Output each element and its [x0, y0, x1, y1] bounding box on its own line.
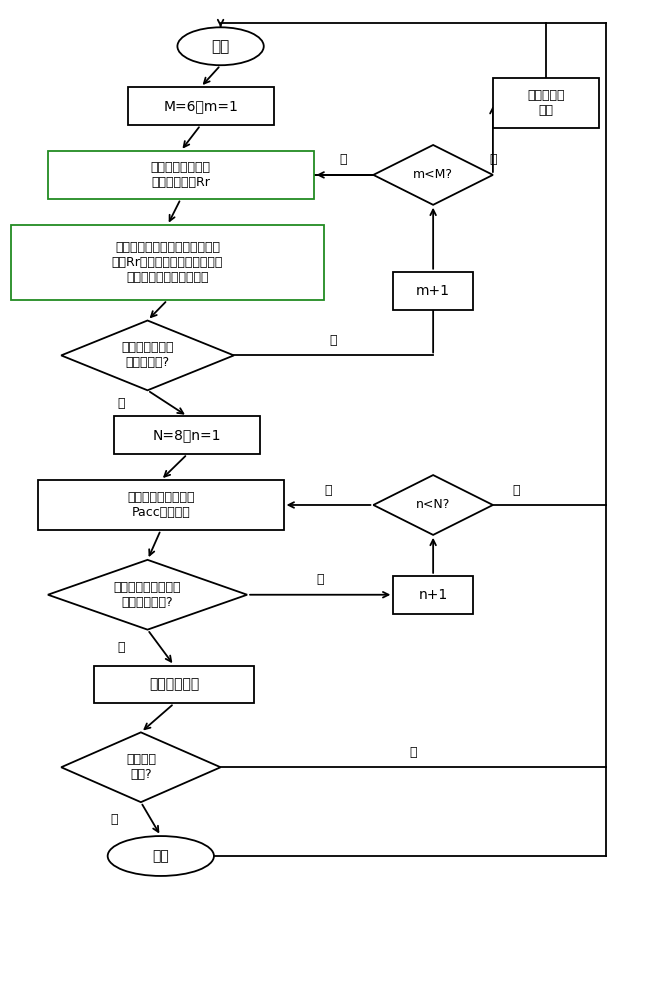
Text: n<N?: n<N? [416, 498, 450, 511]
FancyBboxPatch shape [11, 225, 323, 300]
Text: 可用中继以接入概率
Pacc随机接入: 可用中继以接入概率 Pacc随机接入 [127, 491, 195, 519]
Text: m+1: m+1 [416, 284, 450, 298]
FancyBboxPatch shape [394, 272, 473, 310]
FancyBboxPatch shape [394, 576, 473, 614]
Ellipse shape [107, 836, 214, 876]
Text: 否: 否 [512, 484, 520, 497]
FancyBboxPatch shape [94, 666, 253, 703]
Polygon shape [61, 732, 221, 802]
Text: N=8，n=1: N=8，n=1 [153, 428, 221, 442]
Text: 源节点计算和广播
用户需求速率Rr: 源节点计算和广播 用户需求速率Rr [151, 161, 211, 189]
Text: n+1: n+1 [418, 588, 448, 602]
FancyBboxPatch shape [38, 480, 283, 530]
FancyBboxPatch shape [48, 151, 313, 199]
Text: 传输是否
中断?: 传输是否 中断? [126, 753, 156, 781]
Text: 否: 否 [489, 153, 497, 166]
FancyBboxPatch shape [127, 87, 273, 125]
FancyBboxPatch shape [493, 78, 599, 128]
Text: 是: 是 [117, 641, 125, 654]
Text: 否: 否 [316, 573, 324, 586]
Text: 开始: 开始 [211, 39, 229, 54]
Text: 否: 否 [329, 334, 338, 347]
Polygon shape [374, 475, 493, 535]
FancyBboxPatch shape [114, 416, 260, 454]
Text: 是: 是 [340, 153, 348, 166]
Text: 等待下一帧
到来: 等待下一帧 到来 [528, 89, 565, 117]
Text: 是: 是 [410, 746, 417, 759]
Polygon shape [374, 145, 493, 205]
Text: 源节点检测是否
有中继应答?: 源节点检测是否 有中继应答? [121, 341, 174, 369]
Text: m<M?: m<M? [413, 168, 453, 181]
Text: 是: 是 [325, 484, 332, 497]
Text: M=6，m=1: M=6，m=1 [163, 99, 238, 113]
Ellipse shape [177, 27, 263, 65]
Polygon shape [48, 560, 247, 630]
Text: 是否只一个可用中继
广播接入信息?: 是否只一个可用中继 广播接入信息? [114, 581, 181, 609]
Text: 传输数据信息: 传输数据信息 [149, 677, 199, 691]
Text: 中继检测自己能否满足用户需求
速率Rr：若能满足，则发送一个
应答信息，否则保持沉默: 中继检测自己能否满足用户需求 速率Rr：若能满足，则发送一个 应答信息，否则保持… [112, 241, 223, 284]
Text: 成功: 成功 [153, 849, 169, 863]
Polygon shape [61, 320, 234, 390]
Text: 是: 是 [117, 397, 125, 410]
Text: 否: 否 [111, 813, 118, 826]
